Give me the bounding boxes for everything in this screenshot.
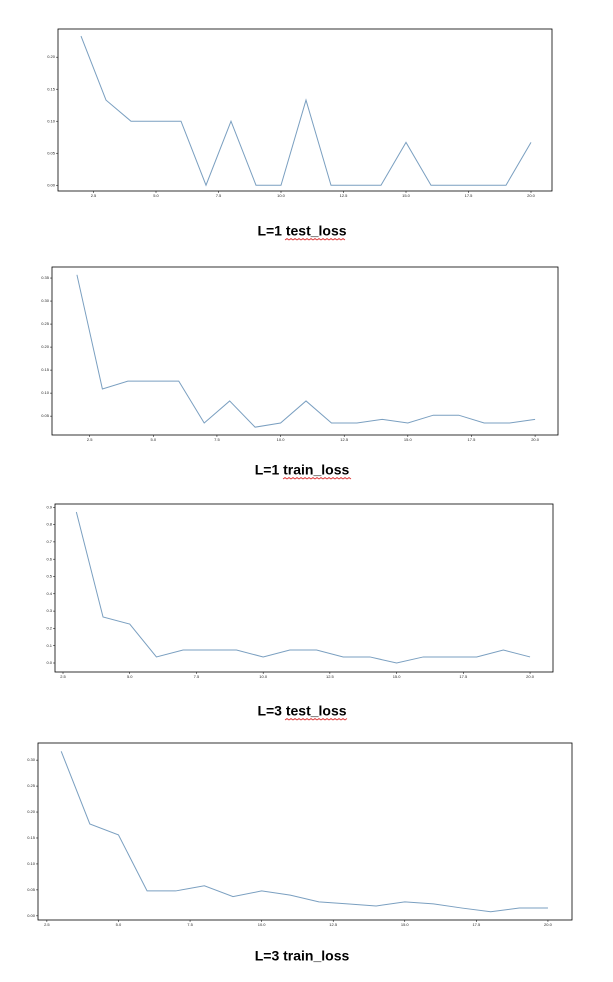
y-tick-label: 0.3 bbox=[46, 608, 52, 613]
y-tick-label: 0.6 bbox=[46, 556, 52, 561]
x-tick-label: 20.0 bbox=[526, 674, 535, 679]
y-tick-label: 0.00 bbox=[27, 913, 36, 918]
plot-frame bbox=[37, 742, 573, 921]
y-tick-label: 0.10 bbox=[47, 118, 56, 123]
y-tick-label: 0.25 bbox=[27, 783, 36, 788]
y-tick-label: 0.20 bbox=[27, 809, 36, 814]
x-tick-label: 7.5 bbox=[216, 193, 222, 198]
x-tick-label: 17.5 bbox=[468, 437, 477, 442]
y-tick-label: 0.30 bbox=[41, 298, 50, 303]
x-tick-label: 15.0 bbox=[393, 674, 402, 679]
x-tick-label: 7.5 bbox=[187, 922, 193, 927]
x-tick-label: 5.0 bbox=[153, 193, 159, 198]
x-tick-label: 10.0 bbox=[259, 674, 268, 679]
y-tick-label: 0.00 bbox=[47, 182, 56, 187]
x-tick-label: 2.5 bbox=[44, 922, 50, 927]
line-series bbox=[80, 35, 532, 187]
x-tick-label: 17.5 bbox=[472, 922, 481, 927]
x-tick-label: 15.0 bbox=[401, 922, 410, 927]
y-tick-label: 0.0 bbox=[46, 660, 52, 665]
caption: L=3 test_loss bbox=[257, 703, 346, 719]
y-tick-label: 0.7 bbox=[46, 539, 52, 544]
x-tick-label: 20.0 bbox=[531, 437, 540, 442]
y-tick-label: 0.10 bbox=[41, 390, 50, 395]
y-tick-label: 0.5 bbox=[46, 574, 52, 579]
y-tick-label: 0.4 bbox=[46, 591, 52, 596]
spell-check-underlines bbox=[282, 238, 352, 721]
y-tick-label: 0.2 bbox=[46, 625, 52, 630]
y-tick-label: 0.25 bbox=[41, 321, 50, 326]
y-tick-label: 0.05 bbox=[41, 413, 50, 418]
line-series bbox=[75, 511, 531, 664]
x-tick-label: 7.5 bbox=[194, 674, 200, 679]
x-tick-label: 17.5 bbox=[459, 674, 468, 679]
y-tick-label: 0.35 bbox=[41, 275, 50, 280]
x-tick-label: 12.5 bbox=[329, 922, 338, 927]
x-tick-label: 12.5 bbox=[340, 193, 349, 198]
y-tick-label: 0.05 bbox=[27, 887, 36, 892]
x-tick-label: 2.5 bbox=[60, 674, 66, 679]
x-tick-label: 5.0 bbox=[116, 922, 122, 927]
y-tick-label: 0.20 bbox=[47, 54, 56, 59]
y-tick-label: 0.20 bbox=[41, 344, 50, 349]
y-tick-label: 0.15 bbox=[47, 86, 56, 91]
squiggle bbox=[284, 718, 348, 721]
plot-frame bbox=[51, 266, 559, 436]
x-tick-label: 10.0 bbox=[277, 193, 286, 198]
x-tick-label: 12.5 bbox=[326, 674, 335, 679]
y-tick-label: 0.30 bbox=[27, 757, 36, 762]
y-tick-label: 0.10 bbox=[27, 861, 36, 866]
x-tick-label: 2.5 bbox=[91, 193, 97, 198]
x-tick-label: 2.5 bbox=[87, 437, 93, 442]
x-tick-label: 17.5 bbox=[465, 193, 474, 198]
x-tick-label: 10.0 bbox=[277, 437, 286, 442]
caption: L=1 train_loss bbox=[255, 462, 350, 478]
x-tick-label: 7.5 bbox=[214, 437, 220, 442]
x-tick-label: 20.0 bbox=[527, 193, 536, 198]
x-tick-label: 12.5 bbox=[340, 437, 349, 442]
x-tick-label: 15.0 bbox=[402, 193, 411, 198]
line-series bbox=[60, 751, 548, 913]
squiggle bbox=[284, 238, 346, 241]
y-tick-label: 0.05 bbox=[47, 150, 56, 155]
y-tick-label: 0.15 bbox=[41, 367, 50, 372]
x-tick-label: 10.0 bbox=[258, 922, 267, 927]
y-tick-label: 0.15 bbox=[27, 835, 36, 840]
caption: L=3 train_loss bbox=[255, 948, 350, 964]
y-tick-label: 0.1 bbox=[46, 643, 52, 648]
plot-frame bbox=[54, 503, 554, 673]
caption: L=1 test_loss bbox=[257, 223, 346, 239]
plot-frame bbox=[57, 28, 553, 192]
x-tick-label: 5.0 bbox=[127, 674, 133, 679]
line-series bbox=[76, 274, 536, 428]
x-tick-label: 20.0 bbox=[544, 922, 553, 927]
y-tick-label: 0.9 bbox=[46, 504, 52, 509]
y-tick-label: 0.8 bbox=[46, 522, 52, 527]
squiggle bbox=[282, 477, 352, 480]
x-tick-label: 5.0 bbox=[151, 437, 157, 442]
x-tick-label: 15.0 bbox=[404, 437, 413, 442]
